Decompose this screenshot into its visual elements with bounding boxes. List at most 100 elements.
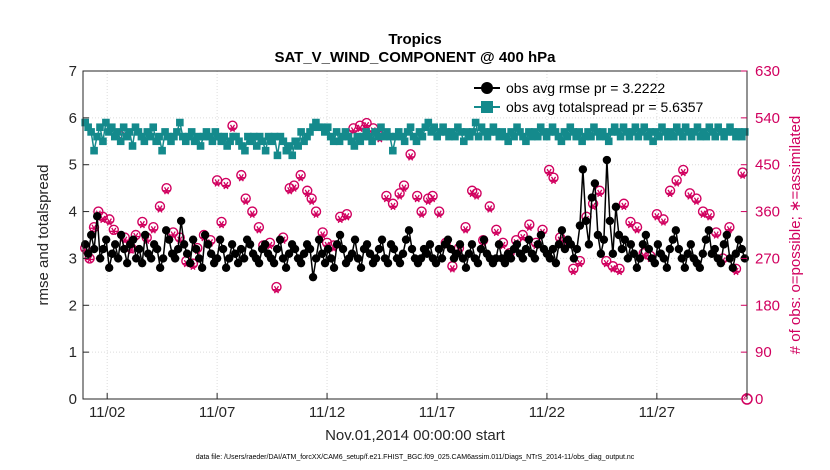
rmse-point [611, 202, 621, 212]
totalspread-point [131, 123, 140, 132]
rmse-point [362, 240, 372, 249]
plot-frame [82, 70, 748, 400]
rmse-point [161, 226, 171, 235]
totalspread-point [235, 137, 243, 146]
x-tick-label: 11/12 [309, 404, 345, 421]
obs-possible-marker [651, 208, 663, 220]
obs-possible-marker [148, 221, 159, 233]
rmse-point [206, 249, 216, 258]
totalspread-point [350, 142, 359, 150]
obs-assimilated-marker [237, 173, 246, 182]
rmse-point [548, 244, 558, 254]
obs-assimilated-marker [413, 194, 422, 203]
totalspread-point [684, 128, 693, 136]
obs-possible-marker [664, 185, 676, 196]
totalspread-point [285, 142, 294, 150]
rmse-point [281, 263, 291, 272]
rmse-point [398, 249, 408, 258]
obs-assimilated-marker [738, 171, 747, 179]
rmse-point [83, 249, 93, 258]
totalspread-point [359, 132, 368, 141]
y-tick-label: 7 [69, 63, 77, 80]
rmse-point [332, 240, 342, 249]
obs-assimilated-marker [149, 226, 158, 234]
rmse-point [521, 244, 531, 254]
totalspread-point [551, 128, 560, 136]
totalspread-point [566, 123, 575, 132]
rmse-point [623, 254, 633, 263]
totalspread-point [442, 128, 450, 136]
obs-assimilated-marker [406, 153, 415, 161]
totalspread-point [211, 128, 220, 136]
rmse-point [137, 258, 147, 268]
totalspread-point [377, 123, 385, 132]
totalspread-point [96, 123, 104, 132]
obs-possible-marker [625, 216, 636, 228]
totalspread-point [119, 123, 128, 132]
rmse-point [95, 254, 105, 263]
obs-possible-marker [548, 172, 559, 183]
totalspread-point [170, 132, 178, 141]
totalspread-point [675, 128, 684, 136]
totalspread-point [179, 132, 187, 141]
obs-assimilated-marker [241, 197, 250, 205]
totalspread-point [625, 132, 634, 141]
rmse-point [236, 244, 246, 254]
rmse-point [191, 244, 201, 254]
obs-assimilated-marker [272, 285, 281, 294]
rmse-point [443, 235, 453, 244]
rmse-point [491, 254, 501, 263]
totalspread-point [610, 123, 619, 132]
totalspread-point [661, 128, 669, 136]
rmse-point [272, 244, 282, 254]
obs-assimilated-marker [389, 202, 398, 211]
totalspread-point [631, 123, 640, 132]
totalspread-point [545, 128, 554, 136]
totalspread-point [572, 132, 581, 141]
totalspread-point [687, 132, 696, 141]
rmse-point [617, 244, 627, 254]
obs-possible-marker [310, 206, 322, 217]
rmse-point [152, 244, 162, 254]
totalspread-point [501, 132, 510, 141]
totalspread-point [187, 128, 196, 136]
totalspread-point [394, 128, 403, 136]
totalspread-point [486, 128, 495, 136]
obs-possible-marker [411, 190, 423, 202]
obs-assimilated-marker [705, 212, 714, 221]
totalspread-point [365, 132, 373, 141]
rmse-point [299, 249, 309, 258]
rmse-point [260, 240, 270, 249]
obs-count-markers: * [79, 117, 753, 407]
legend-rmse-marker [481, 82, 493, 94]
totalspread-point [356, 137, 365, 146]
totalspread-point [110, 132, 119, 141]
totalspread-point [646, 128, 654, 136]
obs-possible-marker [288, 180, 300, 191]
totalspread-point [587, 132, 595, 141]
obs-assimilated-marker [221, 181, 230, 190]
totalspread-point [604, 137, 613, 146]
rmse-point [533, 240, 543, 249]
totalspread-point [341, 128, 350, 136]
totalspread-point [113, 128, 122, 136]
obs-possible-marker [543, 164, 555, 176]
y-tick-label: 5 [69, 157, 77, 174]
rmse-point [593, 230, 603, 240]
totalspread-point [173, 128, 181, 136]
rmse-point [668, 235, 678, 244]
rmse-point [377, 235, 387, 244]
totalspread-point [391, 132, 400, 141]
obs-possible-marker [253, 221, 265, 233]
rmse-point [581, 216, 591, 226]
obs-possible-marker [295, 169, 306, 181]
totalspread-point [241, 146, 249, 155]
rmse-point [500, 258, 510, 268]
totalspread-point [90, 146, 98, 155]
totalspread-point [306, 128, 314, 136]
y2-tick-label: 180 [755, 297, 780, 314]
totalspread-point [140, 137, 149, 146]
totalspread-point [276, 132, 285, 141]
rmse-point [545, 254, 555, 263]
